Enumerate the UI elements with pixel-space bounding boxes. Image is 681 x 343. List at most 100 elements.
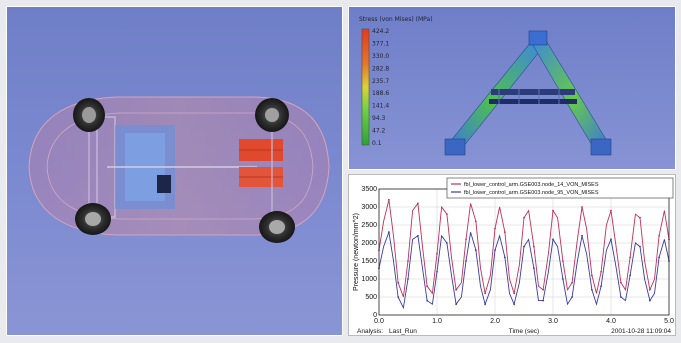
y-tick-label: 3500 <box>361 186 377 193</box>
series-2-point <box>445 242 448 244</box>
series-2-point <box>416 234 419 237</box>
series-2-point <box>465 260 467 262</box>
series-1-point <box>465 238 467 241</box>
series-1-point <box>532 245 535 248</box>
contour-legend-value: 0.1 <box>372 140 382 147</box>
series-1-point <box>629 256 632 259</box>
series-1-point <box>581 206 583 208</box>
tire-front-left <box>73 98 105 132</box>
ball-joint-top <box>528 30 548 46</box>
x-tick-label: 4.0 <box>606 318 616 325</box>
series-1-point <box>600 270 603 273</box>
control-arm-crossbar-lower <box>489 99 577 104</box>
series-2-point <box>426 299 429 302</box>
contour-title: Stress (von Mises) (MPa) <box>359 16 433 23</box>
series-1-point <box>610 209 612 212</box>
series-1-point <box>416 202 419 205</box>
legend-entry-node-14: fbl_lower_control_arm.GSE003.node_14_VON… <box>464 182 599 188</box>
vehicle-model-viewport[interactable] <box>6 6 343 336</box>
tire-front-right <box>75 203 111 235</box>
series-2-point <box>513 303 516 306</box>
series-2-point <box>619 296 622 298</box>
series-2-point <box>532 267 535 270</box>
analysis-value: Last_Run <box>389 328 417 335</box>
contour-legend-value: 235.7 <box>372 78 389 85</box>
series-2-point <box>474 249 477 252</box>
series-2-point <box>523 245 525 248</box>
series-1-point <box>513 292 516 295</box>
contour-legend-labels: 424.2 377.1 330.0 282.8 235.7 188.6 141.4 94.3 4… <box>372 28 389 147</box>
legend-entry-node-95: fbl_lower_control_arm.GSE003.node_95_VON… <box>464 190 599 196</box>
contour-legend-value: 47.2 <box>372 128 386 135</box>
contour-legend-value: 424.2 <box>372 28 389 35</box>
series-1-point <box>523 216 525 219</box>
x-tick-label: 0.0 <box>374 318 384 325</box>
series-2-point <box>484 303 487 306</box>
series-1-point <box>455 288 458 291</box>
x-tick-label: 5.0 <box>664 318 674 325</box>
series-1-point <box>426 285 429 288</box>
series-2-point <box>581 234 583 237</box>
stress-contour-viewport[interactable]: Stress (von Mises) (MPa) 424.2 377.1 330.0… <box>348 6 676 170</box>
y-tick-label: 1500 <box>361 258 377 265</box>
differential <box>157 175 171 193</box>
series-2-point <box>590 288 593 291</box>
series-2-point <box>658 256 661 259</box>
y-tick-label: 500 <box>365 294 377 301</box>
contour-legend-value: 377.1 <box>372 40 389 47</box>
series-2-point <box>639 245 641 248</box>
series-1-point <box>494 227 496 230</box>
y-axis-label: Pressure (newton/mm^2) <box>353 213 360 291</box>
series-2-point <box>542 299 545 302</box>
contour-legend-value: 141.4 <box>372 103 389 110</box>
series-2-point <box>494 249 496 252</box>
series-2-point <box>571 296 574 298</box>
plot-tick-labels: 0 500 1000 1500 2000 2500 3000 3500 0.0 1.0 2.0 3.0… <box>361 186 674 325</box>
series-1-point <box>503 231 506 234</box>
contour-legend-value: 330.0 <box>372 53 389 60</box>
contour-legend-value: 188.6 <box>372 90 389 97</box>
tire-rear-left <box>255 98 289 132</box>
contour-legend-value: 94.3 <box>372 115 386 122</box>
stress-time-plot[interactable]: 0 500 1000 1500 2000 2500 3000 3500 0.0 1.0 2.0 3.0… <box>348 174 676 336</box>
series-1-point <box>590 274 593 277</box>
series-1-point <box>542 288 545 291</box>
series-1-point <box>561 260 564 262</box>
series-1-point <box>648 288 651 291</box>
series-2-point <box>600 285 603 288</box>
series-2-point <box>552 238 554 241</box>
series-2-point <box>561 278 564 280</box>
x-tick-label: 3.0 <box>548 318 558 325</box>
x-tick-label: 2.0 <box>490 318 500 325</box>
x-axis-label: Time (sec) <box>509 328 539 335</box>
plot-frame <box>378 188 670 316</box>
series-1-point <box>407 260 409 262</box>
contour-legend-bar <box>361 28 370 146</box>
plot-svg: 0 500 1000 1500 2000 2500 3000 3500 0.0 1.0 2.0 3.0… <box>353 177 674 335</box>
tire-rear-right <box>259 211 295 243</box>
y-tick-label: 2500 <box>361 222 377 229</box>
bushing-left <box>444 138 466 156</box>
series-1-point <box>445 213 448 216</box>
series-1-point <box>397 281 400 284</box>
series-1-point <box>387 198 390 201</box>
analysis-label: Analysis: <box>357 328 383 335</box>
y-tick-label: 2000 <box>361 240 377 247</box>
series-1-point <box>474 220 477 223</box>
y-tick-label: 1000 <box>361 276 377 283</box>
control-arm-contour-graphic: Stress (von Mises) (MPa) 424.2 377.1 330.0… <box>359 16 612 156</box>
series-1-point <box>639 216 641 219</box>
series-2-point <box>407 278 409 280</box>
contour-legend-value: 282.8 <box>372 65 389 72</box>
series-1-point <box>436 252 438 255</box>
plot-grid <box>378 188 670 316</box>
plot-series-group <box>378 198 670 310</box>
series-2-point <box>610 238 612 241</box>
series-2-point <box>648 299 651 302</box>
series-2-point <box>629 274 632 277</box>
series-1-point <box>619 281 622 284</box>
y-tick-label: 0 <box>373 312 377 319</box>
series-2-point <box>503 256 506 259</box>
series-2-point <box>397 296 400 298</box>
